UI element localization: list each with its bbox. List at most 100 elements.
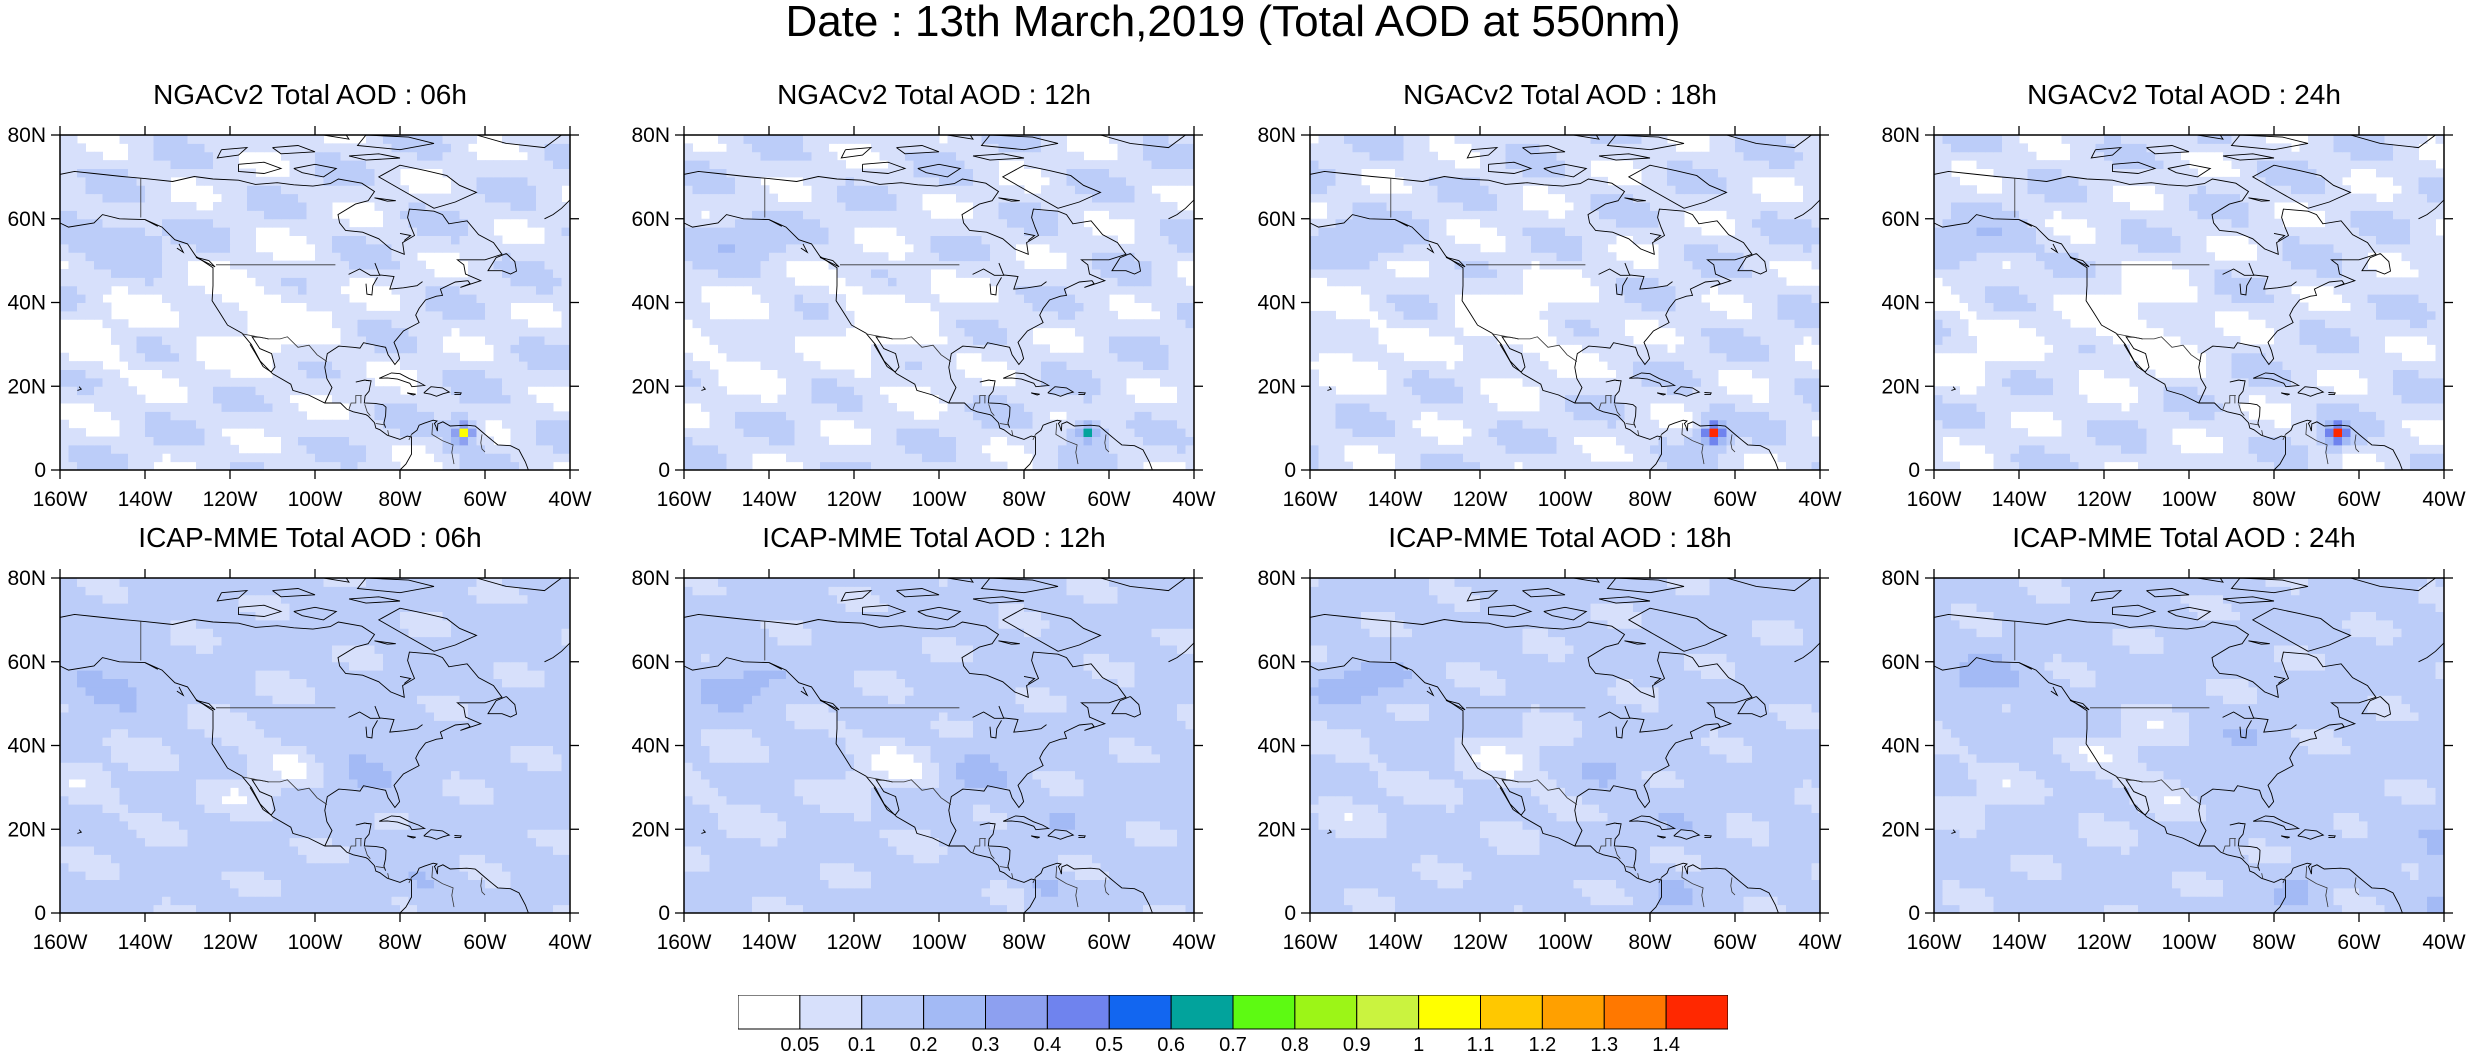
lon-tick-label: 100W [2162, 488, 2217, 511]
colorbar-swatch [1046, 995, 1110, 1030]
lat-tick-label: 60N [1257, 208, 1296, 231]
colorbar-label: 0.1 [848, 1034, 876, 1055]
lon-tick-label: 100W [288, 488, 343, 511]
lat-tick-label: 20N [1881, 375, 1920, 398]
lat-tick-label: 0 [1908, 902, 1920, 925]
lat-tick-label: 40N [1881, 735, 1920, 758]
colorbar-swatch [923, 995, 986, 1030]
lon-tick-label: 160W [657, 931, 712, 954]
lon-tick-label: 120W [1453, 931, 1508, 954]
lat-tick-label: 0 [658, 902, 670, 925]
map-plot: 160W 140W 120W 100W 80W 60W 40W 0 20N 40N 60N 80N [7, 567, 591, 954]
coastlines [60, 135, 570, 470]
lon-tick-label: 140W [1992, 488, 2047, 511]
lon-tick-label: 60W [2337, 931, 2380, 954]
colorbar-label: 1.3 [1590, 1034, 1618, 1055]
colorbar-label: 0.4 [1033, 1034, 1061, 1055]
colorbar-label: 0.2 [910, 1034, 938, 1055]
colorbar-swatch [1232, 995, 1296, 1030]
lat-tick-label: 20N [1257, 375, 1296, 398]
lat-tick-label: 40N [631, 292, 670, 315]
lon-tick-label: 160W [1907, 931, 1962, 954]
panel-title: ICAP-MME Total AOD : 12h [762, 522, 1106, 553]
lon-tick-label: 80W [2252, 931, 2295, 954]
colorbar-swatch [1294, 995, 1358, 1030]
map-panel: NGACv2 Total AOD : 06h 160W 140W 120W 100W 80… [0, 80, 600, 520]
political-boundaries [764, 621, 1110, 908]
panel-title: NGACv2 Total AOD : 12h [777, 79, 1091, 110]
lon-tick-label: 160W [1907, 488, 1962, 511]
coastlines [1934, 578, 2444, 913]
coastlines [684, 135, 1194, 470]
lon-tick-label: 120W [827, 931, 882, 954]
map-panel: NGACv2 Total AOD : 18h 160W 140W 120W 100W 80… [1250, 80, 1850, 520]
aod-field [1934, 578, 2444, 913]
aod-field [1310, 578, 1820, 913]
lon-tick-label: 140W [742, 488, 797, 511]
lat-tick-label: 80N [1257, 124, 1296, 147]
lon-tick-label: 140W [118, 931, 173, 954]
lat-tick-label: 0 [1284, 902, 1296, 925]
lon-tick-label: 100W [912, 488, 967, 511]
aod-field [684, 578, 1194, 913]
colorbar-label: 0.7 [1219, 1034, 1247, 1055]
panel-title: ICAP-MME Total AOD : 24h [2012, 522, 2356, 553]
aod-field [1934, 135, 2444, 470]
lat-tick-label: 40N [1257, 292, 1296, 315]
map-plot: 160W 140W 120W 100W 80W 60W 40W 0 20N 40N 60N 80N [1881, 567, 2465, 954]
lon-tick-label: 60W [1087, 488, 1130, 511]
colorbar-swatch [985, 995, 1048, 1030]
lat-tick-label: 80N [7, 124, 46, 147]
lon-tick-label: 100W [1538, 931, 1593, 954]
colorbar-swatch [1108, 995, 1172, 1030]
lon-tick-label: 120W [2077, 488, 2132, 511]
coastlines [1310, 135, 1820, 470]
map-panel: NGACv2 Total AOD : 24h 160W 140W 120W 100W 80… [1874, 80, 2466, 520]
colorbar-label: 1.4 [1652, 1034, 1680, 1055]
lon-tick-label: 140W [118, 488, 173, 511]
map-plot: 160W 140W 120W 100W 80W 60W 40W 0 20N 40N 60N 80N [631, 124, 1215, 511]
map-plot: 160W 140W 120W 100W 80W 60W 40W 0 20N 40N 60N 80N [1257, 567, 1841, 954]
lon-tick-label: 60W [1087, 931, 1130, 954]
lat-tick-label: 0 [34, 902, 46, 925]
lat-tick-label: 20N [631, 818, 670, 841]
lon-tick-label: 80W [1628, 488, 1671, 511]
lat-tick-label: 20N [1881, 818, 1920, 841]
lon-tick-label: 120W [827, 488, 882, 511]
lon-tick-label: 80W [1002, 488, 1045, 511]
map-plot: 160W 140W 120W 100W 80W 60W 40W 0 20N 40N 60N 80N [1881, 124, 2465, 511]
lat-tick-label: 40N [1881, 292, 1920, 315]
lon-tick-label: 160W [1283, 488, 1338, 511]
political-boundaries [1390, 178, 1736, 465]
lon-tick-label: 140W [1992, 931, 2047, 954]
political-boundaries [2014, 178, 2360, 465]
colorbar-swatch [799, 995, 863, 1030]
colorbar-label: 0.05 [780, 1034, 819, 1055]
lat-tick-label: 20N [1257, 818, 1296, 841]
lon-tick-label: 120W [1453, 488, 1508, 511]
lon-tick-label: 40W [1172, 931, 1215, 954]
lat-tick-label: 60N [7, 208, 46, 231]
map-panel: ICAP-MME Total AOD : 24h 160W 140W 120W 100W… [1874, 523, 2466, 963]
coastlines [60, 578, 570, 913]
colorbar-swatch [861, 995, 925, 1030]
lat-tick-label: 40N [7, 735, 46, 758]
lon-tick-label: 160W [33, 488, 88, 511]
panel-title: ICAP-MME Total AOD : 06h [138, 522, 482, 553]
colorbar-swatch [738, 995, 801, 1030]
aod-field [684, 135, 1194, 470]
political-boundaries [1390, 621, 1736, 908]
colorbar-label: 1.1 [1467, 1034, 1495, 1055]
aod-colorbar: 0.05 0.1 0.2 0.3 0.4 0.5 0.6 0.7 0.8 0.9 1 1.1 1.2 1.… [738, 995, 1728, 1055]
lat-tick-label: 80N [631, 124, 670, 147]
figure-title: Date : 13th March,2019 (Total AOD at 550… [785, 0, 1681, 46]
colorbar-label: 0.5 [1095, 1034, 1123, 1055]
map-plot: 160W 140W 120W 100W 80W 60W 40W 0 20N 40N 60N 80N [631, 567, 1215, 954]
colorbar-label: 0.9 [1343, 1034, 1371, 1055]
lon-tick-label: 40W [2422, 488, 2465, 511]
panel-title: NGACv2 Total AOD : 24h [2027, 79, 2341, 110]
lon-tick-label: 120W [203, 488, 258, 511]
lon-tick-label: 40W [548, 488, 591, 511]
lat-tick-label: 80N [7, 567, 46, 590]
lat-tick-label: 80N [1257, 567, 1296, 590]
